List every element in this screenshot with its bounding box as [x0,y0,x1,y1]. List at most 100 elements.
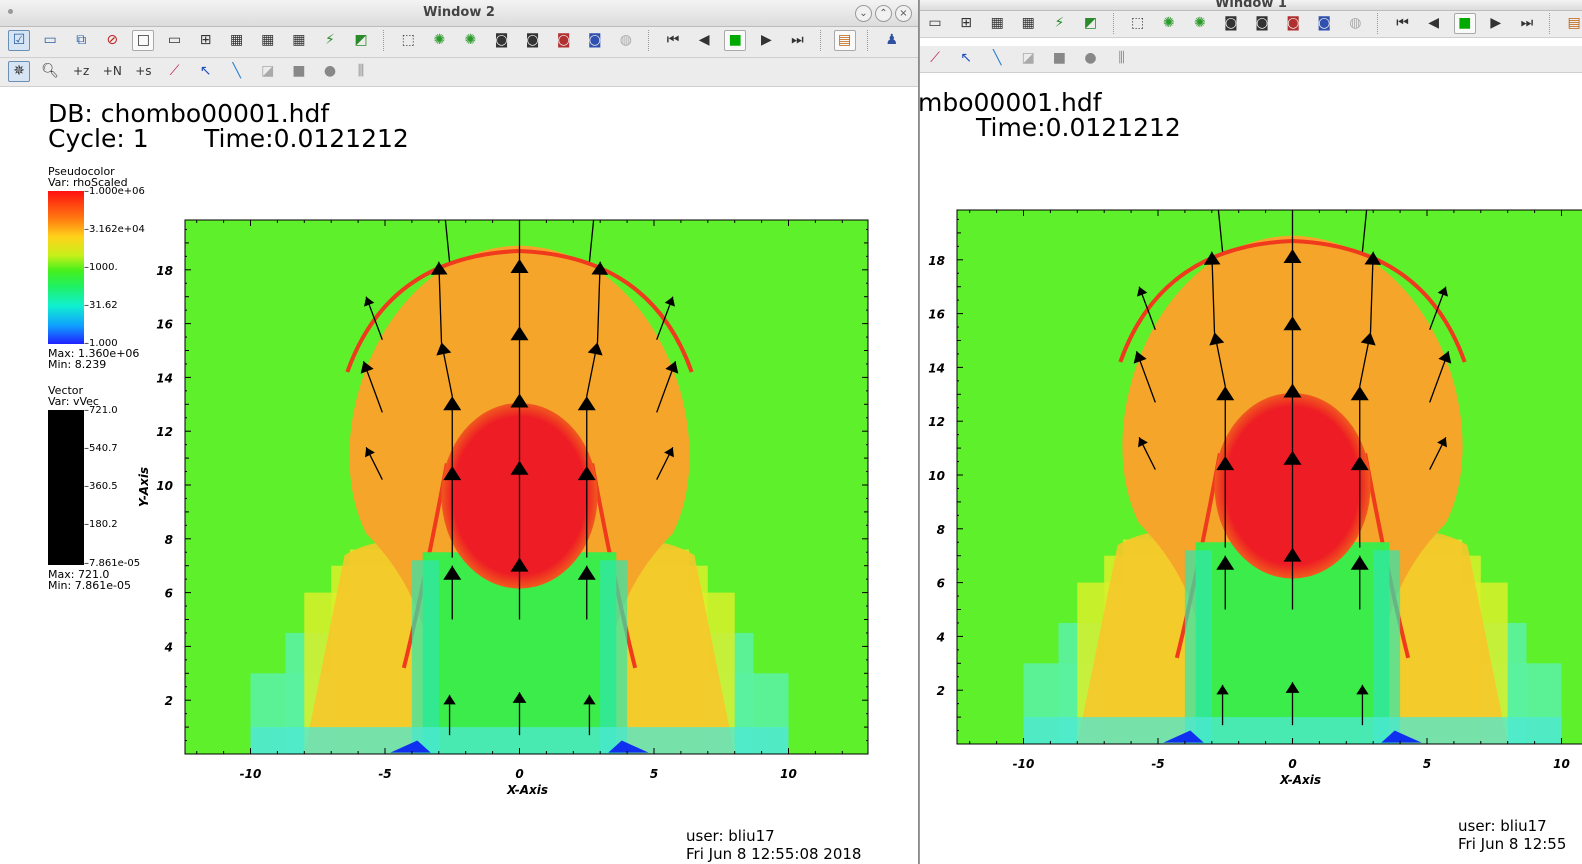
plane-tool-icon[interactable]: ◪ [1021,50,1035,66]
recenter-icon[interactable]: ◙ [1286,15,1300,31]
color-table-icon[interactable]: ▤ [1567,15,1581,31]
pick-icon[interactable]: ♟ [885,32,899,48]
save-image-icon[interactable]: ◙ [494,32,509,48]
minimize-icon[interactable]: ⌄ [855,5,872,22]
camera-icon[interactable]: ✺ [464,32,477,48]
y-tick-label: 16 [928,308,945,322]
recenter-icon[interactable]: ◙ [556,32,571,48]
rewind-icon[interactable]: ⏮ [1396,15,1409,31]
pseudocolor-tick: –31.62 [84,300,118,311]
layout-1x2-icon[interactable]: ▭ [928,15,942,31]
undo-view-icon[interactable]: ◙ [587,32,602,48]
lock-time-icon[interactable]: ◩ [354,32,368,48]
new-window-icon[interactable]: ▭ [43,32,57,48]
date-label: Fri Jun 8 12:55:08 2018 [686,845,862,863]
plane-tool-icon[interactable]: ◪ [261,63,275,79]
stop-icon[interactable]: ■ [724,30,747,51]
invert-bg-icon[interactable]: ◙ [525,32,540,48]
maximize-icon[interactable]: ⌃ [875,5,892,22]
navigate-icon[interactable]: ✵ [8,61,30,82]
lock-view-icon[interactable]: ⚡ [1054,15,1065,31]
box-tool-icon[interactable]: ■ [292,63,306,79]
delete-window-icon[interactable]: ⊘ [106,32,119,48]
x-tick-label: 5 [650,767,658,781]
velocity-vector-head [587,342,603,356]
line-tool-icon[interactable]: ╲ [992,50,1002,66]
save-image-icon[interactable]: ◙ [1224,15,1238,31]
step-back-icon[interactable]: ◀ [1428,15,1439,31]
axis-restrict-icon[interactable]: ⫼ [357,63,365,79]
add-plane-n-icon[interactable]: +N [102,64,122,78]
velocity-vector-head [1360,198,1374,209]
lock-view-icon[interactable]: ⚡ [325,32,335,48]
color-table-icon[interactable]: ▤ [833,30,856,51]
velocity-vector-head [1216,386,1235,401]
window-1-plot[interactable]: -10 -5 0 5 10 2 4 6 8 10 12 14 16 18 X-Axis [920,0,1582,864]
velocity-vector-head [1283,450,1302,465]
pseudocolor-min: Min: 8.239 [48,358,107,371]
window-2-titlebar[interactable]: Window 2 ⌄ ⌃ × [0,0,918,27]
rewind-icon[interactable]: ⏮ [666,32,680,48]
toolbar-separator [866,30,870,51]
pseudocolor-legend-title: Pseudocolor [48,165,115,178]
window-1-titlebar[interactable]: Window 1 [920,0,1582,11]
axis-restrict-icon[interactable]: ⫼ [1118,50,1125,66]
database-label: mbo00001.hdf [920,88,1102,117]
undo-view-icon[interactable]: ◙ [1317,15,1332,31]
layout-4x4-icon[interactable]: ▦ [292,32,306,48]
step-forward-icon[interactable]: ⏭ [791,32,804,48]
layout-2x4-icon[interactable]: ▦ [990,15,1004,31]
velocity-vector-head [512,692,527,703]
stop-icon[interactable]: ■ [1453,13,1476,34]
pick-point-icon[interactable]: ↖ [199,63,212,79]
velocity-vector-head [1283,383,1302,398]
clone-window-icon[interactable]: ⧉ [76,32,87,48]
y-tick-label: 16 [156,318,173,332]
visit-window-1: Window 1 ▭ ⊞ ▦ ▦ ⚡ ◩ ⬚ ✺ ✺ ◙ ◙ ◙ ◙ ◍ ⏮ ◀… [920,0,1582,864]
sphere-tool-icon[interactable]: ● [1084,50,1097,66]
query-icon[interactable]: ♟ [912,30,918,51]
layout-1x1-icon[interactable]: □ [132,30,155,51]
layout-1x2-icon[interactable]: ▭ [167,32,182,48]
layout-2x2-icon[interactable]: ⊞ [199,32,212,48]
add-plane-s-icon[interactable]: +s [135,64,152,78]
add-plane-z-icon[interactable]: +z [73,64,90,78]
plot-frame [184,219,869,755]
layout-3x3-icon[interactable]: ▦ [261,32,275,48]
y-tick-label: 2 [937,684,945,698]
play-icon[interactable]: ▶ [760,32,772,48]
velocity-vector-head [1437,286,1448,297]
step-back-icon[interactable]: ◀ [698,32,710,48]
pick-point-icon[interactable]: ↖ [960,50,972,66]
window-menu-icon[interactable] [8,9,13,14]
view-3d-icon[interactable]: ⬚ [1131,15,1145,31]
vector-max: Max: 721.0 [48,568,110,581]
camera-icon[interactable]: ✺ [1193,15,1206,31]
curve-icon[interactable]: ⟋ [169,63,180,79]
spin-icon[interactable]: ✺ [1162,15,1175,31]
line-tool-icon[interactable]: ╲ [232,63,241,79]
vector-tick: –180.2 [84,519,118,530]
layout-2x2-icon[interactable]: ⊞ [960,15,972,31]
step-forward-icon[interactable]: ⏭ [1520,15,1534,31]
active-window-icon[interactable]: ☑ [8,30,30,51]
visit-window-2: Window 2 ⌄ ⌃ × ☑ ▭ ⧉ ⊘ □ ▭ ⊞ ▦ ▦ ▦ ⚡ ◩ ⬚… [0,0,919,864]
box-tool-icon[interactable]: ■ [1052,50,1066,66]
user-label: user: bliu17 [686,827,775,845]
time-label: Time:0.0121212 [976,113,1181,142]
window-2-plot[interactable]: -10 -5 0 5 10 2 4 6 8 10 12 14 16 18 X-Axis Y-Axis [0,0,918,864]
close-icon[interactable]: × [895,5,912,22]
play-icon[interactable]: ▶ [1490,15,1502,31]
invert-bg-icon[interactable]: ◙ [1255,15,1269,31]
vector-tick: –721.0 [84,405,118,416]
layout-2x4-icon[interactable]: ▦ [230,32,244,48]
sphere-tool-icon[interactable]: ● [323,63,337,79]
lock-time-icon[interactable]: ◩ [1083,15,1098,31]
spin-icon[interactable]: ✺ [433,32,446,48]
velocity-vector-head [1283,316,1302,331]
curve-icon[interactable]: ⟋ [930,50,940,66]
view-3d-icon[interactable]: ⬚ [401,32,415,48]
layout-3x3-icon[interactable]: ▦ [1021,15,1035,31]
x-tick-label: 0 [515,767,523,781]
zoom-icon[interactable]: 🔍︎ [41,63,59,79]
